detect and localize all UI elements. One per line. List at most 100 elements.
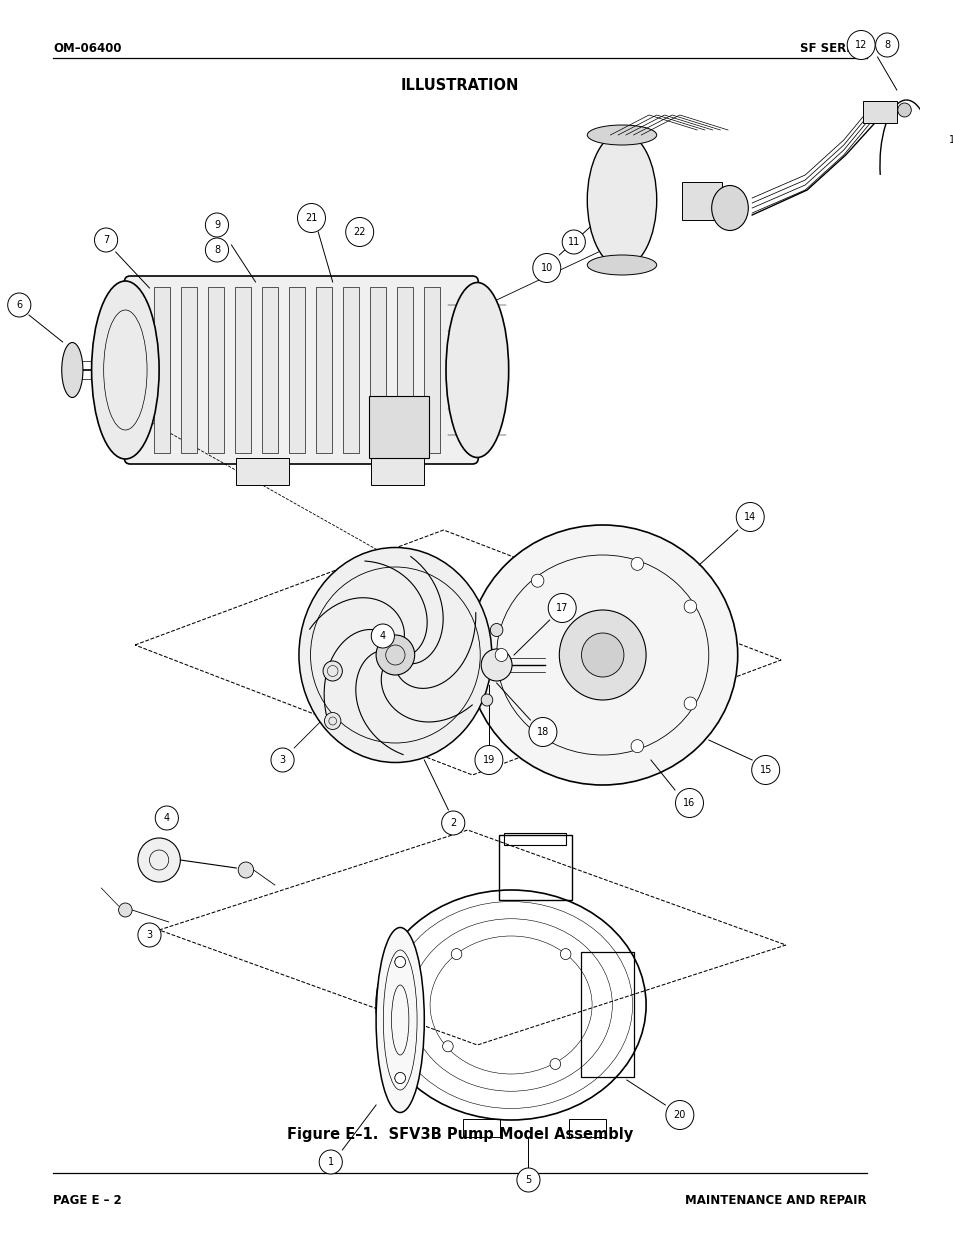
Circle shape — [751, 756, 779, 784]
FancyBboxPatch shape — [424, 287, 439, 453]
Circle shape — [531, 574, 543, 587]
Ellipse shape — [467, 525, 737, 785]
Circle shape — [395, 956, 405, 967]
Circle shape — [205, 238, 229, 262]
Text: 13: 13 — [947, 135, 953, 144]
Text: 19: 19 — [482, 755, 495, 764]
Circle shape — [875, 33, 898, 57]
Circle shape — [94, 228, 117, 252]
Ellipse shape — [587, 125, 656, 144]
Text: 1: 1 — [328, 1157, 334, 1167]
Circle shape — [480, 694, 493, 706]
Text: 17: 17 — [556, 603, 568, 613]
Text: 2: 2 — [450, 818, 456, 827]
Circle shape — [323, 661, 342, 680]
Circle shape — [532, 253, 560, 283]
Text: 3: 3 — [279, 755, 285, 764]
Circle shape — [675, 788, 702, 818]
Circle shape — [558, 610, 645, 700]
Circle shape — [531, 722, 543, 736]
Circle shape — [8, 293, 30, 317]
FancyBboxPatch shape — [369, 396, 429, 458]
Text: 21: 21 — [305, 212, 317, 224]
Circle shape — [238, 862, 253, 878]
Text: 6: 6 — [16, 300, 22, 310]
Ellipse shape — [446, 283, 508, 457]
Ellipse shape — [91, 282, 159, 459]
FancyBboxPatch shape — [262, 287, 277, 453]
Circle shape — [736, 503, 763, 531]
Circle shape — [297, 204, 325, 232]
Circle shape — [480, 650, 512, 680]
Text: MAINTENANCE AND REPAIR: MAINTENANCE AND REPAIR — [684, 1194, 866, 1208]
Text: SF SERIES: SF SERIES — [799, 42, 866, 56]
Text: 16: 16 — [682, 798, 695, 808]
Circle shape — [665, 1100, 693, 1130]
Text: 11: 11 — [567, 237, 579, 247]
Circle shape — [395, 1072, 405, 1083]
FancyBboxPatch shape — [181, 287, 196, 453]
Circle shape — [451, 948, 461, 960]
Text: OM–06400: OM–06400 — [53, 42, 121, 56]
FancyBboxPatch shape — [862, 101, 896, 124]
Circle shape — [442, 1041, 453, 1052]
Text: 7: 7 — [103, 235, 109, 245]
Circle shape — [395, 1072, 405, 1083]
Ellipse shape — [375, 927, 424, 1113]
Text: 15: 15 — [759, 764, 771, 776]
Text: 12: 12 — [854, 40, 866, 49]
Text: 8: 8 — [883, 40, 889, 49]
Circle shape — [345, 217, 374, 247]
FancyBboxPatch shape — [235, 287, 251, 453]
FancyBboxPatch shape — [208, 287, 224, 453]
Circle shape — [581, 634, 623, 677]
Circle shape — [550, 1058, 560, 1070]
Text: 3: 3 — [146, 930, 152, 940]
FancyBboxPatch shape — [396, 287, 413, 453]
Circle shape — [138, 839, 180, 882]
Circle shape — [371, 624, 394, 648]
FancyBboxPatch shape — [154, 287, 170, 453]
Text: 18: 18 — [537, 727, 549, 737]
Circle shape — [375, 635, 415, 676]
Text: 22: 22 — [353, 227, 366, 237]
Text: 20: 20 — [673, 1110, 685, 1120]
Circle shape — [324, 713, 340, 730]
Circle shape — [205, 212, 229, 237]
Circle shape — [559, 948, 570, 960]
Text: Figure E–1.  SFV3B Pump Model Assembly: Figure E–1. SFV3B Pump Model Assembly — [287, 1128, 633, 1142]
Text: PAGE E – 2: PAGE E – 2 — [53, 1194, 122, 1208]
Text: 14: 14 — [743, 513, 756, 522]
Circle shape — [475, 746, 502, 774]
FancyBboxPatch shape — [343, 287, 358, 453]
Circle shape — [683, 697, 696, 710]
FancyBboxPatch shape — [124, 275, 477, 464]
Ellipse shape — [587, 132, 656, 268]
Ellipse shape — [711, 185, 747, 231]
Text: 8: 8 — [213, 245, 220, 254]
Circle shape — [683, 600, 696, 613]
Circle shape — [548, 594, 576, 622]
FancyBboxPatch shape — [681, 182, 721, 220]
FancyBboxPatch shape — [289, 287, 304, 453]
Circle shape — [271, 748, 294, 772]
Text: ILLUSTRATION: ILLUSTRATION — [400, 79, 518, 94]
Circle shape — [940, 126, 953, 154]
Ellipse shape — [587, 254, 656, 275]
Text: 4: 4 — [164, 813, 170, 823]
Circle shape — [631, 557, 643, 571]
Circle shape — [395, 956, 405, 967]
Circle shape — [561, 230, 585, 254]
Circle shape — [490, 624, 502, 636]
Circle shape — [897, 103, 910, 117]
Circle shape — [846, 31, 874, 59]
Text: 10: 10 — [540, 263, 553, 273]
Text: 4: 4 — [379, 631, 386, 641]
Circle shape — [517, 1168, 539, 1192]
Text: 5: 5 — [525, 1174, 531, 1186]
Circle shape — [631, 740, 643, 752]
Text: 9: 9 — [213, 220, 220, 230]
Circle shape — [319, 1150, 342, 1174]
Circle shape — [155, 806, 178, 830]
FancyBboxPatch shape — [316, 287, 332, 453]
